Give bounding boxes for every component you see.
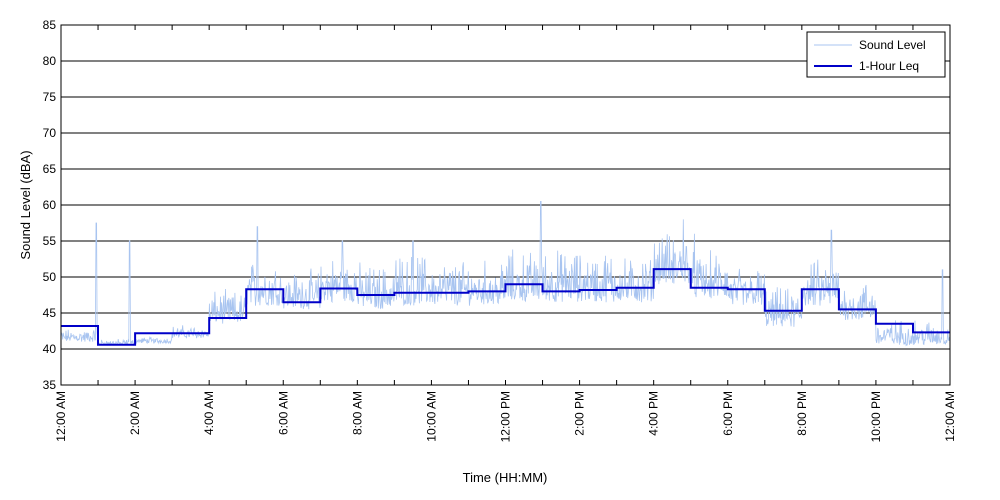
y-tick-label: 85 (43, 18, 57, 32)
axis-layer: 35 40 45 50 55 60 65 70 75 80 85 12:00 AM 2:00 AM 4:0… (43, 18, 957, 442)
x-tick-label: 4:00 PM (647, 391, 661, 436)
y-tick-label: 35 (43, 378, 57, 392)
x-tick-label: 10:00 AM (424, 391, 438, 442)
y-tick-label: 45 (43, 306, 57, 320)
x-tick-label: 12:00 AM (943, 391, 957, 442)
y-tick-label: 40 (43, 342, 57, 356)
legend-box (806, 31, 946, 78)
y-tick-label: 55 (43, 234, 57, 248)
legend-label-sound-level: Sound Level (859, 38, 926, 52)
x-tick-label: 4:00 AM (202, 391, 216, 435)
x-tick-label: 8:00 AM (350, 391, 364, 435)
x-tick-label: 2:00 AM (128, 391, 142, 435)
y-tick-label: 70 (43, 126, 57, 140)
x-axis-title: Time (HH:MM) (463, 470, 548, 485)
y-tick-label: 50 (43, 270, 57, 284)
y-axis-title: Sound Level (dBA) (18, 150, 33, 259)
x-tick-label: 6:00 PM (721, 391, 735, 436)
y-tick-label: 80 (43, 54, 57, 68)
x-tick-label: 10:00 PM (869, 391, 883, 442)
series-line-hourly-leq (61, 268, 950, 346)
x-tick-label: 12:00 PM (499, 391, 513, 442)
legend-label-hourly-leq: 1-Hour Leq (859, 59, 919, 73)
y-tick-label: 75 (43, 90, 57, 104)
y-tick-label: 65 (43, 162, 57, 176)
grid-lines (61, 60, 950, 350)
y-tick-label: 60 (43, 198, 57, 212)
series-layer (60, 200, 951, 347)
legend: Sound Level 1-Hour Leq (806, 31, 946, 78)
x-tick-label: 8:00 PM (795, 391, 809, 436)
x-tick-label: 2:00 PM (573, 391, 587, 436)
x-tick-label: 12:00 AM (54, 391, 68, 442)
x-tick-label: 6:00 AM (276, 391, 290, 435)
